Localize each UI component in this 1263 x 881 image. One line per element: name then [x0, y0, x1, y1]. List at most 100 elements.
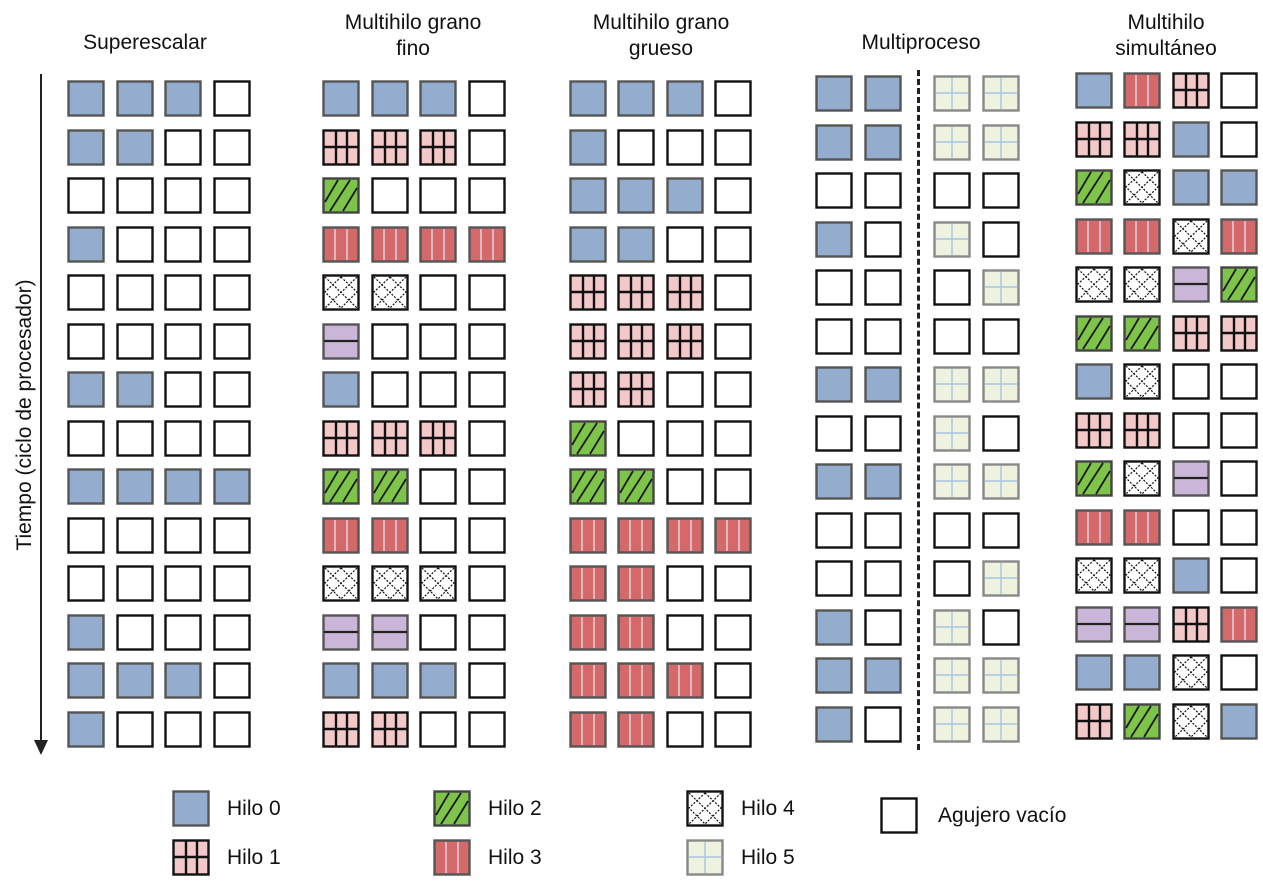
issue-slot-hilo-4 [1123, 266, 1161, 303]
issue-slot-empty-slot [67, 517, 105, 554]
issue-slot-hilo-2 [1075, 169, 1113, 206]
issue-slot-empty-slot [1220, 121, 1258, 158]
issue-slot-empty-slot [164, 226, 202, 263]
issue-slot-hilo-0 [1172, 121, 1210, 158]
issue-slot-hilo-0 [1172, 557, 1210, 594]
issue-slot-empty-slot [864, 609, 902, 646]
issue-slot-hilo-3 [617, 565, 655, 602]
issue-slot-hilo-1 [371, 420, 409, 457]
issue-slot-hilo-1 [1172, 606, 1210, 643]
issue-slot-hilo-2 [1075, 460, 1113, 497]
issue-slot-empty-slot [116, 226, 154, 263]
issue-slot-hilo-0 [67, 711, 105, 748]
issue-slot-empty-slot [714, 323, 752, 360]
issue-slot-empty-slot [714, 420, 752, 457]
issue-slot-empty-slot [371, 177, 409, 214]
issue-slot-empty-slot [714, 711, 752, 748]
issue-slot-hilo-0 [1075, 363, 1113, 400]
legend-swatch-hilo-3 [433, 839, 471, 876]
issue-slot-hilo-5 [933, 415, 971, 452]
issue-slot-hilo-3 [1123, 72, 1161, 109]
issue-slot-hilo-1 [617, 323, 655, 360]
issue-slot-hilo-1 [1172, 72, 1210, 109]
issue-slot-hilo-2 [1075, 315, 1113, 352]
issue-slot-hilo-4 [371, 274, 409, 311]
issue-slot-hilo-0 [569, 177, 607, 214]
issue-slot-empty-slot [714, 662, 752, 699]
issue-slot-hilo-1 [617, 371, 655, 408]
issue-slot-hilo-5 [933, 75, 971, 112]
issue-slot-empty-slot [617, 420, 655, 457]
issue-slot-hilo-5 [933, 706, 971, 743]
issue-slot-hilo-3 [1123, 509, 1161, 546]
issue-slot-empty-slot [468, 517, 506, 554]
issue-slot-empty-slot [419, 517, 457, 554]
legend-swatch-hilo-0 [172, 790, 210, 827]
issue-slot-hilo-3 [617, 614, 655, 651]
issue-slot-empty-slot [714, 565, 752, 602]
issue-slot-empty-slot [714, 129, 752, 166]
issue-slot-empty-slot [468, 80, 506, 117]
issue-slot-hilo-0 [569, 129, 607, 166]
issue-slot-hilo-0 [617, 177, 655, 214]
issue-slot-empty-slot [213, 662, 251, 699]
legend-label: Hilo 3 [488, 846, 542, 869]
issue-slot-hilo-2 [569, 468, 607, 505]
legend-swatch-hilo-4 [686, 790, 724, 827]
issue-slot-hilo-4 [1172, 218, 1210, 255]
issue-slot-hilo-0 [815, 706, 853, 743]
issue-slot-hilo-0 [322, 371, 360, 408]
issue-slot-empty-slot [666, 711, 704, 748]
issue-slot-hilo-0 [164, 468, 202, 505]
issue-slot-hilo-3 [569, 662, 607, 699]
issue-slot-hilo-4 [1123, 557, 1161, 594]
issue-slot-hilo-4 [322, 274, 360, 311]
issue-slot-hilo-3 [1075, 509, 1113, 546]
issue-slot-hilo-0 [419, 80, 457, 117]
issue-slot-hilo-0 [815, 221, 853, 258]
issue-slot-hilo-2 [371, 468, 409, 505]
issue-slot-empty-slot [116, 711, 154, 748]
legend-swatch-hilo-5 [686, 839, 724, 876]
issue-slot-hilo-4 [1123, 169, 1161, 206]
legend-swatch-hilo-2 [433, 790, 471, 827]
issue-slot-empty-slot [67, 274, 105, 311]
issue-slot-empty-slot [164, 274, 202, 311]
issue-slot-empty-slot [666, 371, 704, 408]
issue-slot-hilo-3 [1220, 218, 1258, 255]
issue-slot-empty-slot [815, 172, 853, 209]
issue-slot-empty-slot [213, 274, 251, 311]
issue-slot-hilo-0 [371, 662, 409, 699]
issue-slot-empty-slot [213, 420, 251, 457]
issue-slot-empty-slot [666, 565, 704, 602]
issue-slot-hilo-0 [116, 80, 154, 117]
issue-slot-empty-slot [116, 517, 154, 554]
issue-slot-empty-slot [419, 614, 457, 651]
issue-slot-empty-slot [164, 420, 202, 457]
issue-slot-empty-slot [1220, 460, 1258, 497]
issue-slot-hilo-5 [982, 366, 1020, 403]
column-title: Multihilo simultáneo [1115, 11, 1217, 60]
issue-slot-hilo-0 [67, 614, 105, 651]
issue-slot-hilo-1 [322, 420, 360, 457]
issue-slot-empty-slot [864, 560, 902, 597]
issue-slot-empty-slot [1220, 412, 1258, 449]
issue-slot-empty-slot [419, 468, 457, 505]
issue-slot-hilo-0 [419, 662, 457, 699]
issue-slot-hilo-0 [67, 129, 105, 166]
issue-slot-empty-slot [164, 177, 202, 214]
issue-slot-hilo-0 [116, 129, 154, 166]
issue-slot-empty-slot [1220, 509, 1258, 546]
issue-slot-hilo-2 [569, 420, 607, 457]
issue-slot-hilo-2 [1220, 266, 1258, 303]
legend-swatch-hilo-1 [172, 839, 210, 876]
issue-slot-hilo-5 [982, 75, 1020, 112]
issue-slot-empty-slot [213, 177, 251, 214]
issue-slot-hilo-0 [116, 371, 154, 408]
issue-slot-empty-slot [982, 172, 1020, 209]
issue-slot-hilo-2 [617, 468, 655, 505]
issue-slot-hilo-2 [1123, 703, 1161, 740]
issue-slot-hilo-extra [1172, 460, 1210, 497]
legend-label: Hilo 1 [227, 846, 281, 869]
issue-slot-empty-slot [468, 662, 506, 699]
